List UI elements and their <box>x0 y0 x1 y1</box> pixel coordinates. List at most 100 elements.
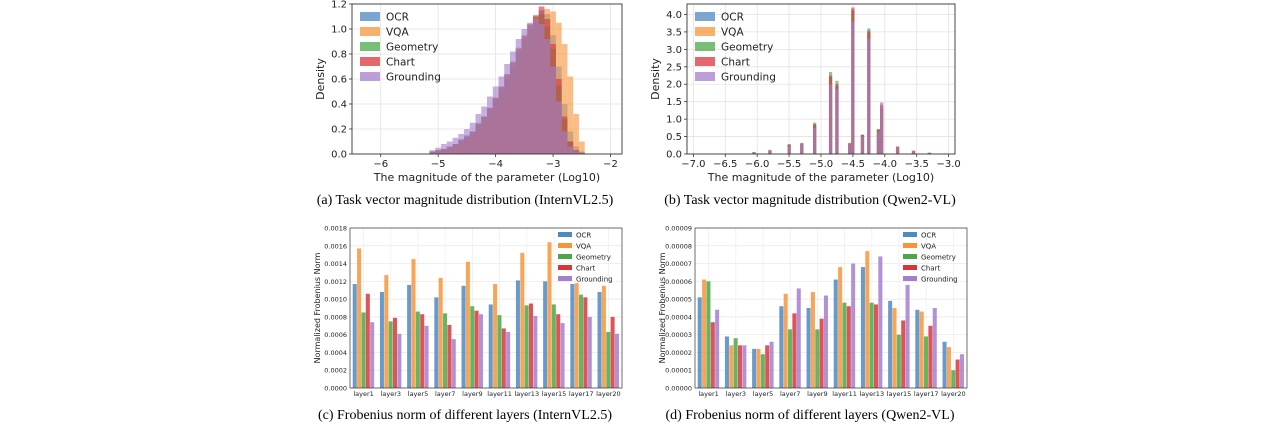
legend-label: Geometry <box>921 254 956 262</box>
legend-swatch <box>360 12 380 21</box>
x-tick-label: −7.0 <box>681 159 705 170</box>
bar <box>451 339 456 388</box>
bar <box>515 280 520 388</box>
legend-swatch <box>903 254 917 259</box>
x-tick-label: layer3 <box>726 390 746 398</box>
bar <box>411 259 416 388</box>
hist-bar <box>555 101 562 154</box>
bar <box>583 297 588 388</box>
bar <box>742 345 747 388</box>
legend-label: Chart <box>386 57 415 69</box>
y-tick-label: 1.2 <box>331 0 347 11</box>
bar <box>533 316 538 388</box>
bar <box>587 316 592 388</box>
bar <box>919 311 924 388</box>
legend-swatch <box>695 12 715 21</box>
x-tick-label: −5 <box>431 159 446 170</box>
bar <box>501 328 506 388</box>
bar <box>415 311 420 388</box>
hist-bar <box>429 150 436 154</box>
hist-bar <box>487 96 493 154</box>
hist-bar <box>895 147 900 154</box>
bar <box>488 304 493 388</box>
hist-bar <box>458 134 465 154</box>
hist-bar <box>813 127 817 154</box>
x-tick-label: layer1 <box>698 390 718 398</box>
x-tick-label: −4.5 <box>841 159 865 170</box>
x-tick-label: layer9 <box>462 390 482 398</box>
x-tick-label: −6.0 <box>745 159 769 170</box>
hist-bar <box>567 76 574 154</box>
hist-bar <box>860 136 865 154</box>
x-tick-label: layer17 <box>569 390 594 398</box>
bar <box>597 292 602 388</box>
hist-bar <box>509 51 516 154</box>
legend-label: Grounding <box>721 72 776 84</box>
bar <box>352 284 357 388</box>
bar <box>574 283 579 388</box>
bar <box>697 297 702 388</box>
bar <box>928 325 933 388</box>
bar <box>946 347 951 388</box>
legend-label: VQA <box>721 27 744 39</box>
bar <box>796 288 801 388</box>
bar <box>783 293 788 388</box>
legend-swatch <box>558 265 572 270</box>
y-tick-label: 3.5 <box>666 27 682 38</box>
legend-swatch <box>558 254 572 259</box>
x-axis-label: The magnitude of the parameter (Log10) <box>373 171 600 184</box>
legend-swatch <box>360 72 380 81</box>
bar <box>601 285 606 388</box>
y-tick-label: 1.0 <box>331 25 347 36</box>
bar <box>792 313 797 388</box>
bar <box>865 251 870 388</box>
hist-bar <box>561 131 568 154</box>
y-tick-label: 0.00009 <box>665 225 692 233</box>
y-tick-label: 0.00001 <box>665 367 692 375</box>
x-tick-label: layer1 <box>353 390 373 398</box>
legend-label: Grounding <box>576 276 613 284</box>
bar <box>407 284 412 388</box>
hist-bar <box>469 122 476 154</box>
hist-bar <box>787 146 791 154</box>
bar <box>819 318 824 388</box>
hist-bar <box>452 137 459 154</box>
x-tick-label: layer15 <box>542 390 567 398</box>
hist-bar <box>561 44 568 154</box>
bar <box>370 322 375 388</box>
hist-bar <box>768 150 772 154</box>
bar <box>520 252 525 388</box>
bar <box>756 348 761 388</box>
hist-bar <box>441 144 447 154</box>
legend-label: VQA <box>921 243 936 251</box>
bar <box>392 317 398 388</box>
y-tick-label: 0.00004 <box>665 313 692 321</box>
bar <box>579 294 584 388</box>
hist-bar <box>492 86 499 154</box>
bar <box>361 312 366 388</box>
bar <box>710 322 715 388</box>
hist-bar <box>521 29 528 154</box>
caption-a: (a) Task vector magnitude distribution (… <box>316 193 614 208</box>
x-tick-label: layer7 <box>435 390 455 398</box>
legend-swatch <box>903 276 917 281</box>
y-tick-label: 0.4 <box>331 100 347 111</box>
hist-bar <box>573 151 579 154</box>
y-tick-label: 0.0002 <box>324 367 347 375</box>
caption-c: (c) Frobenius norm of different layers (… <box>317 408 613 423</box>
bar <box>706 281 711 388</box>
bar <box>815 329 820 388</box>
bar <box>461 285 466 388</box>
x-tick-label: layer5 <box>753 390 773 398</box>
x-tick-label: −5.5 <box>777 159 801 170</box>
hist-bar <box>848 144 852 154</box>
hist-bar <box>880 102 884 154</box>
legend-label: VQA <box>386 27 409 39</box>
bar <box>823 295 828 388</box>
bar <box>543 281 548 388</box>
bar <box>846 306 851 388</box>
x-tick-label: −3.5 <box>905 159 929 170</box>
bar <box>365 293 370 388</box>
bar <box>379 292 384 388</box>
legend-label: Grounding <box>386 72 441 84</box>
